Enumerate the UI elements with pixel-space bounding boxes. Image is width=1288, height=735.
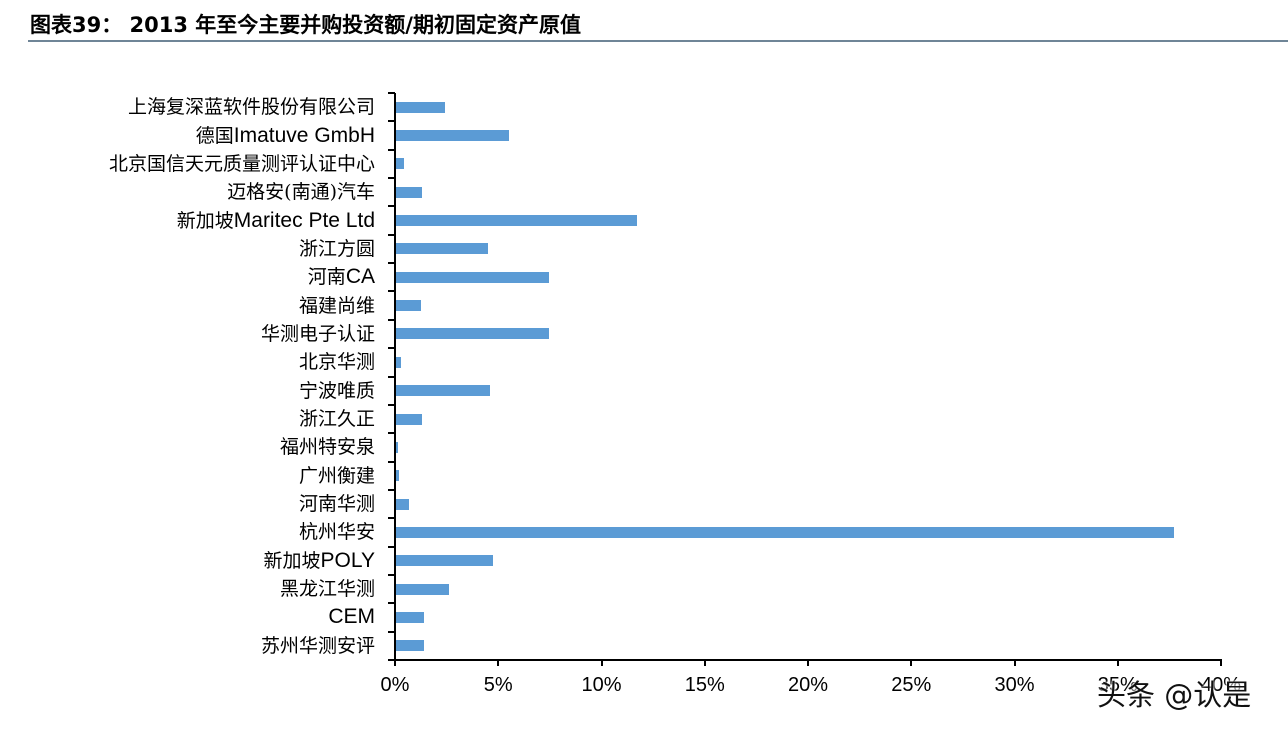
- x-axis-tick-label: 5%: [483, 674, 513, 696]
- bar: [396, 271, 549, 283]
- category-label: 杭州华安: [298, 521, 375, 544]
- category-label: 宁波唯质: [298, 379, 375, 402]
- x-axis-tick-label: 20%: [787, 674, 829, 696]
- category-label: CEM: [328, 605, 375, 629]
- y-axis-tick: [388, 573, 395, 576]
- x-axis-tick-label: 0%: [380, 674, 410, 696]
- category-label: 北京国信天元质量测评认证中心: [108, 152, 375, 175]
- bar: [396, 498, 410, 510]
- category-label: 福州特安泉: [279, 436, 375, 459]
- y-axis-tick: [388, 177, 395, 180]
- x-axis-tick-label: 25%: [891, 674, 932, 696]
- y-axis-tick: [388, 403, 395, 406]
- category-label: 北京华测: [298, 351, 375, 374]
- x-axis-tick: [1116, 659, 1119, 666]
- bar: [396, 130, 509, 142]
- y-axis-tick: [388, 659, 395, 661]
- bar: [396, 413, 422, 425]
- category-label: 广州衡建: [298, 464, 375, 487]
- bar: [396, 158, 405, 170]
- x-axis-tick-label: 10%: [581, 674, 622, 696]
- category-label: 福建尚维: [298, 294, 375, 317]
- x-axis-tick: [1013, 659, 1016, 666]
- y-axis-tick: [388, 205, 395, 208]
- y-axis-tick: [388, 432, 395, 435]
- y-axis-tick: [388, 545, 395, 548]
- category-label: 浙江方圆: [298, 237, 375, 260]
- x-axis-tick-label: 15%: [684, 674, 725, 696]
- x-axis-tick: [807, 659, 809, 666]
- bar: [396, 583, 449, 595]
- x-axis-tick: [600, 659, 603, 666]
- x-axis-tick-label: 40%: [1200, 674, 1242, 696]
- x-axis-tick: [394, 659, 396, 666]
- bar: [396, 611, 424, 623]
- bar: [396, 470, 400, 482]
- bar: [396, 243, 488, 255]
- y-axis-tick: [388, 262, 395, 265]
- y-axis-tick: [388, 318, 395, 321]
- y-axis-tick: [388, 347, 395, 350]
- bar: [396, 300, 421, 312]
- chart-title: 图表39： 2013 年至今主要并购投资额/期初固定资产原值: [30, 13, 581, 37]
- x-axis-tick: [703, 659, 706, 666]
- y-axis-tick: [388, 92, 395, 94]
- category-label: 上海复深蓝软件股份有限公司: [127, 96, 375, 119]
- x-axis-tick: [497, 659, 500, 666]
- category-label: 华测电子认证: [260, 322, 375, 345]
- x-axis-tick: [910, 659, 913, 666]
- category-label: 河南CA: [307, 265, 375, 289]
- y-axis-tick: [388, 148, 395, 151]
- bar: [396, 640, 424, 652]
- y-axis-tick: [388, 375, 395, 378]
- bar: [396, 328, 549, 340]
- category-label: 新加坡POLY: [263, 548, 375, 572]
- y-axis-tick: [388, 630, 395, 633]
- category-label: 新加坡Maritec Pte Ltd: [176, 208, 375, 232]
- x-axis-tick-label: 30%: [994, 674, 1035, 696]
- bar: [396, 385, 490, 397]
- bar: [396, 356, 402, 368]
- x-axis-tick-label: 35%: [1097, 674, 1138, 696]
- category-label: 黑龙江华测: [279, 578, 375, 601]
- category-label: 迈格安(南通)汽车: [227, 181, 375, 204]
- x-axis-tick: [1220, 659, 1222, 666]
- y-axis-tick: [388, 517, 395, 520]
- category-label: 德国Imatuve GmbH: [195, 123, 375, 147]
- y-axis-tick: [388, 233, 395, 236]
- y-axis: [394, 93, 396, 661]
- y-axis-tick: [388, 602, 395, 605]
- y-axis-tick: [388, 120, 395, 123]
- category-label: 浙江久正: [298, 408, 375, 431]
- bar: [396, 526, 1174, 538]
- bar: [396, 555, 494, 567]
- y-axis-tick: [388, 290, 395, 293]
- y-axis-tick: [388, 488, 395, 491]
- title-underline: [28, 40, 1288, 42]
- bar: [396, 441, 399, 453]
- watermark: 头条 @认是: [1097, 678, 1252, 712]
- y-axis-tick: [388, 460, 395, 463]
- bar: [396, 215, 637, 227]
- bar: [396, 186, 422, 198]
- category-label: 苏州华测安评: [260, 634, 375, 657]
- category-label: 河南华测: [298, 493, 375, 516]
- bar: [396, 101, 445, 113]
